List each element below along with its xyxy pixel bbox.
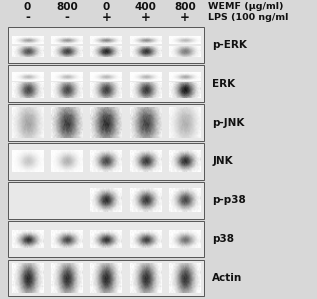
- Text: 800: 800: [174, 1, 196, 12]
- Bar: [8, 27, 204, 63]
- Text: p-p38: p-p38: [212, 195, 246, 205]
- Text: ERK: ERK: [212, 79, 236, 89]
- Text: JNK: JNK: [212, 156, 233, 167]
- Text: Actin: Actin: [212, 273, 243, 283]
- Text: p-ERK: p-ERK: [212, 40, 247, 50]
- Text: 0: 0: [24, 1, 31, 12]
- Bar: [8, 260, 204, 296]
- Text: p38: p38: [212, 234, 234, 244]
- Bar: [8, 182, 204, 219]
- Text: LPS (100 ng/ml: LPS (100 ng/ml: [208, 13, 288, 22]
- Bar: [8, 65, 204, 102]
- Text: -: -: [25, 10, 30, 24]
- Text: 800: 800: [56, 1, 78, 12]
- Text: 400: 400: [134, 1, 157, 12]
- Text: +: +: [180, 10, 190, 24]
- Text: +: +: [140, 10, 151, 24]
- Text: p-JNK: p-JNK: [212, 118, 245, 128]
- Text: WEMF (μg/ml): WEMF (μg/ml): [208, 2, 283, 11]
- Text: 0: 0: [103, 1, 110, 12]
- Bar: [8, 104, 204, 141]
- Bar: [8, 221, 204, 257]
- Text: +: +: [101, 10, 111, 24]
- Text: -: -: [64, 10, 69, 24]
- Bar: [8, 143, 204, 180]
